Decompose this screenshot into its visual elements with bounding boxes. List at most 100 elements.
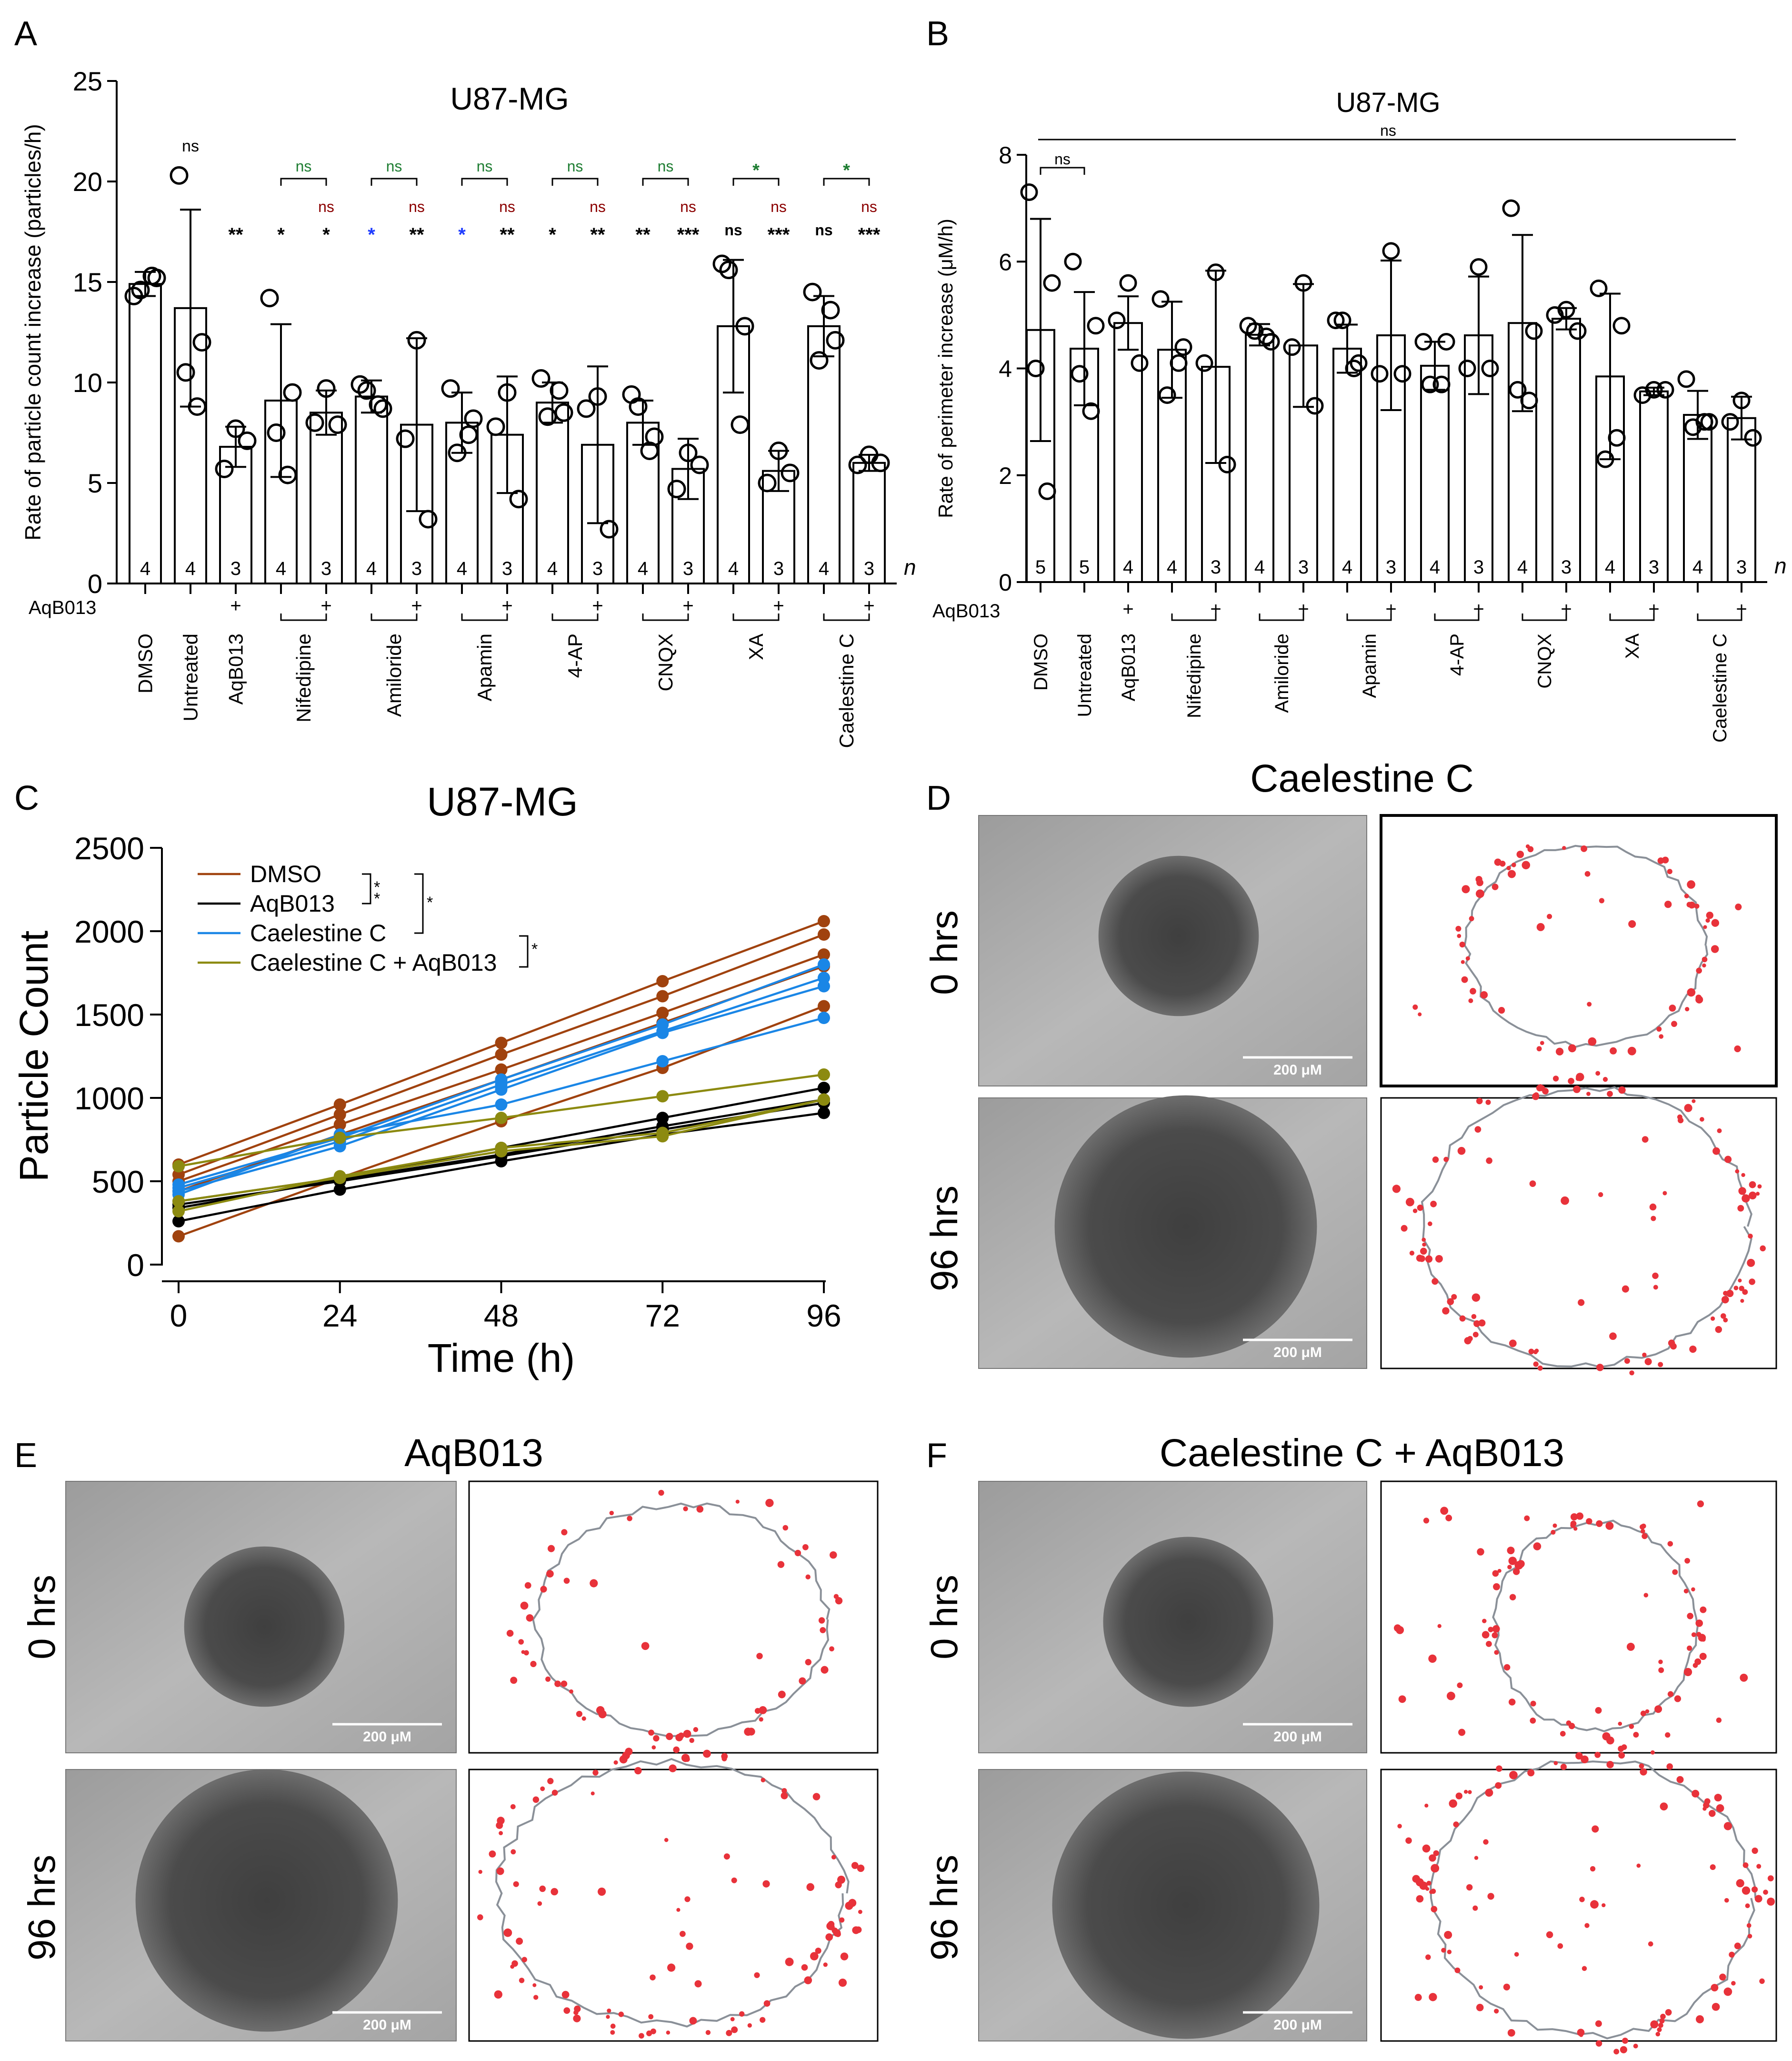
panel-label-a: A — [14, 15, 37, 53]
red-particle — [516, 1938, 523, 1945]
pair-ns-bracket — [1040, 167, 1085, 175]
scale-bar-label: 200 μM — [1273, 1345, 1322, 1360]
red-particle — [1508, 2031, 1513, 2036]
plus-sign: + — [1561, 599, 1572, 620]
y-tick-label: 2 — [999, 462, 1012, 489]
red-particle — [532, 1983, 537, 1987]
data-point — [373, 399, 392, 418]
ns-label-green: ns — [296, 158, 312, 175]
red-particle — [664, 1838, 669, 1842]
outline-panel-frame — [1380, 1097, 1777, 1369]
red-particle — [533, 1995, 539, 2000]
red-particle — [1702, 963, 1706, 968]
red-particle — [1759, 1978, 1765, 1984]
data-point-dmso — [818, 948, 830, 961]
ns-label-green: ns — [658, 158, 674, 175]
red-particle — [518, 1639, 524, 1645]
red-particle — [765, 1498, 774, 1508]
plus-sign: + — [1210, 599, 1221, 620]
red-particle — [1640, 1528, 1645, 1534]
category-label: DMSO — [1031, 633, 1051, 691]
red-particle — [1687, 1613, 1693, 1619]
n-label: 3 — [683, 558, 693, 579]
red-particle — [739, 2011, 745, 2017]
red-particle — [1627, 1046, 1636, 1056]
data-point-combo — [172, 1205, 185, 1217]
red-particle — [1483, 1839, 1489, 1845]
red-particle — [1430, 1200, 1437, 1207]
red-particle — [1482, 1631, 1490, 1639]
data-point — [810, 351, 829, 370]
red-particle — [801, 1964, 808, 1971]
red-particle — [1755, 1192, 1760, 1196]
data-point-dmso — [656, 975, 669, 987]
red-particle — [1695, 995, 1702, 1001]
red-particle — [650, 1974, 656, 1981]
red-particle — [1737, 1205, 1744, 1212]
n-label: 4 — [1430, 557, 1440, 578]
panel-d-row-0hrs: 0 hrs — [923, 910, 965, 995]
plus-sign: + — [592, 595, 603, 616]
plus-sign: + — [773, 595, 784, 616]
panel-e-row-96hrs: 96 hrs — [20, 1855, 63, 1960]
red-particle — [666, 1732, 673, 1740]
outline-panel-frame — [468, 1769, 879, 2042]
data-point — [1608, 429, 1626, 447]
red-particle — [1595, 2040, 1602, 2047]
red-particle — [551, 1790, 558, 1796]
n-label: 4 — [1517, 557, 1528, 578]
red-particle — [848, 1899, 857, 1907]
red-particle — [825, 1933, 833, 1941]
comparison-bracket — [370, 178, 418, 186]
sig-star: * — [374, 890, 380, 908]
red-particle — [1716, 1804, 1724, 1812]
red-particle — [581, 1716, 586, 1721]
plus-sign: + — [1736, 599, 1747, 620]
data-point — [1043, 274, 1061, 292]
x-tick-label: 48 — [484, 1298, 519, 1333]
red-particle — [1684, 1558, 1690, 1564]
red-particle — [1651, 1216, 1656, 1221]
x-tick-label: 96 — [806, 1298, 841, 1333]
data-point-combo — [172, 1160, 185, 1173]
comparison-bracket — [642, 178, 689, 186]
red-particle — [1633, 1732, 1639, 1738]
red-particle — [1431, 1864, 1440, 1873]
data-point — [369, 395, 388, 414]
red-particle — [1579, 2033, 1583, 2037]
red-particle — [1712, 2002, 1720, 2011]
n-label: 3 — [230, 558, 241, 579]
red-particle — [1752, 1886, 1758, 1893]
red-particle — [1472, 1293, 1481, 1302]
data-point-combo — [656, 1090, 669, 1103]
red-particle — [1480, 991, 1488, 999]
data-point — [278, 465, 297, 484]
data-point — [267, 423, 286, 442]
data-point — [441, 379, 460, 398]
red-particle — [1590, 1900, 1599, 1909]
red-particle — [1581, 1755, 1589, 1764]
red-particle — [1470, 988, 1476, 995]
red-particle — [857, 1864, 865, 1872]
data-point — [1294, 274, 1312, 292]
significance-label: ** — [635, 224, 651, 245]
red-particle — [794, 1549, 801, 1557]
pair-bracket — [551, 613, 599, 621]
bar-aqb013 — [1113, 322, 1143, 583]
red-particle — [1643, 1593, 1649, 1598]
red-particle — [759, 1717, 763, 1722]
red-particle — [1741, 1173, 1745, 1177]
n-label: 4 — [1692, 557, 1703, 578]
data-point-dmso — [818, 1000, 830, 1013]
red-particle — [696, 1506, 704, 1513]
plus-sign: + — [1298, 599, 1309, 620]
red-particle — [1471, 1314, 1477, 1319]
red-particle — [1633, 2043, 1638, 2049]
bar-caelestine-c — [1683, 414, 1712, 583]
red-particle — [1695, 1619, 1703, 1627]
comparison-bracket — [823, 178, 870, 186]
ns-label-green: ns — [567, 158, 583, 175]
data-point-aqb013 — [333, 1183, 346, 1196]
red-particle — [653, 1735, 660, 1742]
red-particle — [1474, 1856, 1479, 1860]
